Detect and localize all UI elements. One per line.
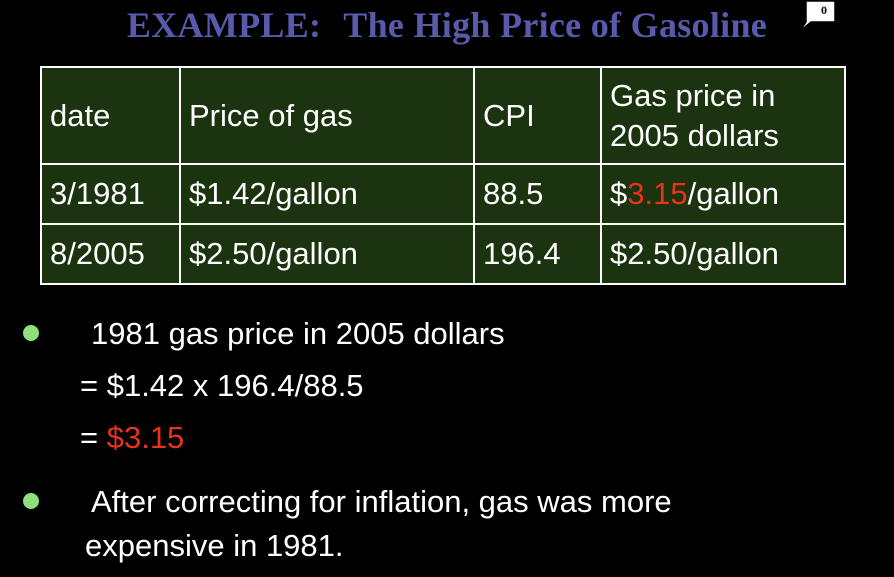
gas-price-table: date Price of gas CPI Gas price in 2005 …: [40, 66, 846, 285]
bullet-dot: [23, 325, 39, 341]
result-prefix: =: [80, 420, 107, 455]
header-price: Price of gas: [179, 66, 475, 165]
header-adjusted-price: Gas price in 2005 dollars: [600, 66, 846, 165]
comment-icon[interactable]: [797, 0, 837, 34]
cell-date: 3/1981: [40, 163, 181, 225]
slide-title-main: The High Price of Gasoline: [343, 5, 768, 45]
cell-cpi: 196.4: [473, 223, 602, 285]
slide-title: EXAMPLE: The High Price of Gasoline: [0, 4, 894, 46]
adjusted-prefix: $: [610, 176, 628, 211]
cell-adjusted-price: $2.50/gallon: [600, 223, 846, 285]
cell-date: 8/2005: [40, 223, 181, 285]
cell-price: $1.42/gallon: [179, 163, 475, 225]
bullet-dot: [23, 493, 39, 509]
result-value: $3.15: [106, 420, 185, 455]
table-row: 3/1981 $1.42/gallon 88.5 $3.15/gallon: [40, 163, 846, 225]
bullet-1-line-2: = $1.42 x 196.4/88.5: [80, 368, 364, 403]
table-row: 8/2005 $2.50/gallon 196.4 $2.50/gallon: [40, 223, 846, 285]
slide-title-prefix: EXAMPLE:: [126, 5, 322, 45]
comment-count: 0: [821, 3, 827, 17]
header-adjusted-line2: 2005 dollars: [610, 117, 779, 153]
header-cpi: CPI: [473, 66, 602, 165]
bullet-1-line-3: = $3.15: [80, 420, 184, 456]
cell-price: $2.50/gallon: [179, 223, 475, 285]
bullet-1-line-1: 1981 gas price in 2005 dollars: [91, 316, 505, 351]
header-adjusted-line1: Gas price in: [610, 77, 776, 113]
adjusted-suffix: /gallon: [687, 176, 779, 211]
table-header-row: date Price of gas CPI Gas price in 2005 …: [40, 66, 846, 165]
header-date: date: [40, 66, 181, 165]
cell-cpi: 88.5: [473, 163, 602, 225]
adjusted-value-highlight: 3.15: [627, 176, 688, 211]
bullet-2-line-1: After correcting for inflation, gas was …: [91, 484, 672, 519]
cell-adjusted-price: $3.15/gallon: [600, 163, 846, 225]
bullet-2-line-2: expensive in 1981.: [85, 528, 344, 563]
